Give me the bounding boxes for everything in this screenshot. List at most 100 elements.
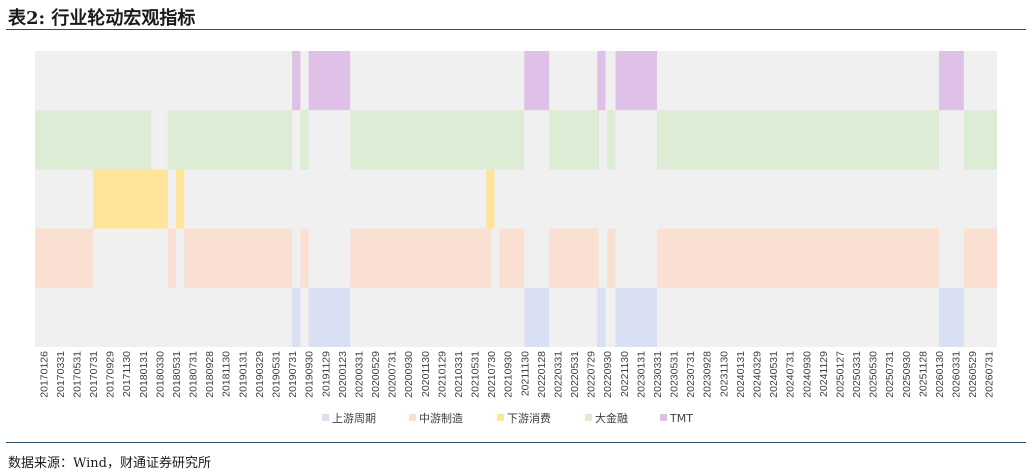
x-tick-label: 20180928 xyxy=(204,351,216,398)
band-segment xyxy=(308,287,351,347)
band-segment xyxy=(597,51,606,111)
bottom-rule xyxy=(6,442,1026,443)
x-tick-label: 20260731 xyxy=(984,351,996,398)
x-tick-label: 20220128 xyxy=(536,351,548,398)
x-tick-label: 20190329 xyxy=(254,351,266,398)
x-tick-label: 20180531 xyxy=(171,351,183,398)
x-tick-label: 20210730 xyxy=(486,351,498,398)
x-tick-label: 20230331 xyxy=(652,351,664,398)
band-segment xyxy=(524,51,550,111)
band-segment xyxy=(607,228,616,288)
x-tick-label: 20220930 xyxy=(602,351,614,398)
legend-item: 大金融 xyxy=(585,411,628,425)
band-segment xyxy=(499,228,525,288)
x-tick-label: 20220331 xyxy=(552,351,564,398)
x-tick-label: 20260130 xyxy=(934,351,946,398)
source-note: 数据来源：Wind，财通证券研究所 xyxy=(8,456,211,471)
x-tick-label: 20200731 xyxy=(387,351,399,398)
x-tick-label: 20240329 xyxy=(752,351,764,398)
x-tick-label: 20190731 xyxy=(287,351,299,398)
band-segment xyxy=(549,110,599,170)
band-segment xyxy=(167,110,293,170)
x-tick-label: 20200529 xyxy=(370,351,382,398)
x-tick-label: 20231130 xyxy=(718,351,730,397)
band-segment xyxy=(656,228,939,288)
band-segment xyxy=(35,228,94,288)
band-segment xyxy=(486,169,495,229)
band-segment xyxy=(167,228,176,288)
x-tick-label: 20170531 xyxy=(71,351,83,398)
x-tick-label: 20250530 xyxy=(868,351,880,398)
x-tick-label: 20250930 xyxy=(901,351,913,398)
legend-swatch xyxy=(497,414,504,421)
x-tick-label: 20190531 xyxy=(271,351,283,398)
x-tick-label: 20170126 xyxy=(38,351,50,398)
band-segment xyxy=(350,228,492,288)
legend-item: TMT xyxy=(660,412,693,425)
legend-item: 中游制造 xyxy=(409,411,463,425)
x-tick-label: 20180330 xyxy=(154,351,166,398)
x-tick-label: 20210129 xyxy=(436,351,448,398)
band-segment xyxy=(350,110,525,170)
top-rule xyxy=(6,29,1026,30)
band-segment xyxy=(607,110,616,170)
band-segment xyxy=(300,110,309,170)
band-segment xyxy=(938,287,964,347)
x-tick-label: 20200123 xyxy=(337,351,349,398)
legend-swatch xyxy=(585,414,592,421)
x-tick-label: 20200930 xyxy=(403,351,415,398)
x-tick-label: 20260331 xyxy=(951,351,963,398)
plot-background xyxy=(35,51,997,347)
x-tick-label: 20170929 xyxy=(105,351,117,398)
x-tick-label: 20221130 xyxy=(619,351,631,397)
x-tick-label: 20240131 xyxy=(735,351,747,398)
x-tick-label: 20251128 xyxy=(917,351,929,397)
x-tick-label: 20210930 xyxy=(503,351,515,398)
band-segment xyxy=(615,51,657,111)
x-tick-label: 20210531 xyxy=(470,351,482,398)
x-tick-label: 20240531 xyxy=(768,351,780,398)
x-tick-label: 20220729 xyxy=(586,351,598,398)
band-segment xyxy=(292,287,301,347)
legend-label: 中游制造 xyxy=(419,411,463,425)
band-segment xyxy=(184,228,293,288)
band-segment xyxy=(524,287,550,347)
x-tick-label: 20230131 xyxy=(635,351,647,398)
legend-label: 下游消费 xyxy=(507,411,551,425)
band-segment xyxy=(549,228,599,288)
legend-label: TMT xyxy=(669,412,693,425)
x-tick-label: 20190930 xyxy=(304,351,316,398)
x-tick-label: 20260529 xyxy=(967,351,979,398)
x-tick-label: 20200331 xyxy=(353,351,365,398)
legend-item: 下游消费 xyxy=(497,411,551,425)
band-segment xyxy=(656,110,939,170)
x-tick-label: 20171130 xyxy=(121,351,133,397)
x-tick-label: 20201130 xyxy=(420,351,432,397)
x-tick-label: 20170731 xyxy=(88,351,100,398)
band-segment xyxy=(35,110,152,170)
legend-label: 上游周期 xyxy=(332,412,376,425)
x-tick-label: 20230731 xyxy=(685,351,697,398)
x-tick-label: 20250731 xyxy=(884,351,896,398)
x-tick-label: 20210331 xyxy=(453,351,465,398)
x-tick-label: 20170331 xyxy=(55,351,67,398)
legend-swatch xyxy=(322,414,329,421)
x-tick-label: 20190131 xyxy=(237,351,249,398)
x-tick-label: 20230928 xyxy=(702,351,714,398)
x-tick-label: 20180131 xyxy=(138,351,150,398)
x-tick-label: 20240930 xyxy=(801,351,813,398)
legend-label: 大金融 xyxy=(595,411,628,425)
legend-swatch xyxy=(409,414,416,421)
band-segment xyxy=(963,110,997,170)
x-tick-label: 20241129 xyxy=(818,351,830,397)
band-segment xyxy=(175,169,185,229)
band-segment xyxy=(308,51,351,111)
band-segment xyxy=(292,51,301,111)
x-tick-label: 20191129 xyxy=(320,351,332,397)
band-segment xyxy=(938,51,964,111)
band-segment xyxy=(300,228,309,288)
band-segment xyxy=(93,169,168,229)
chart-title: 表2: 行业轮动宏观指标 xyxy=(8,8,196,29)
x-tick-label: 20180731 xyxy=(188,351,200,398)
